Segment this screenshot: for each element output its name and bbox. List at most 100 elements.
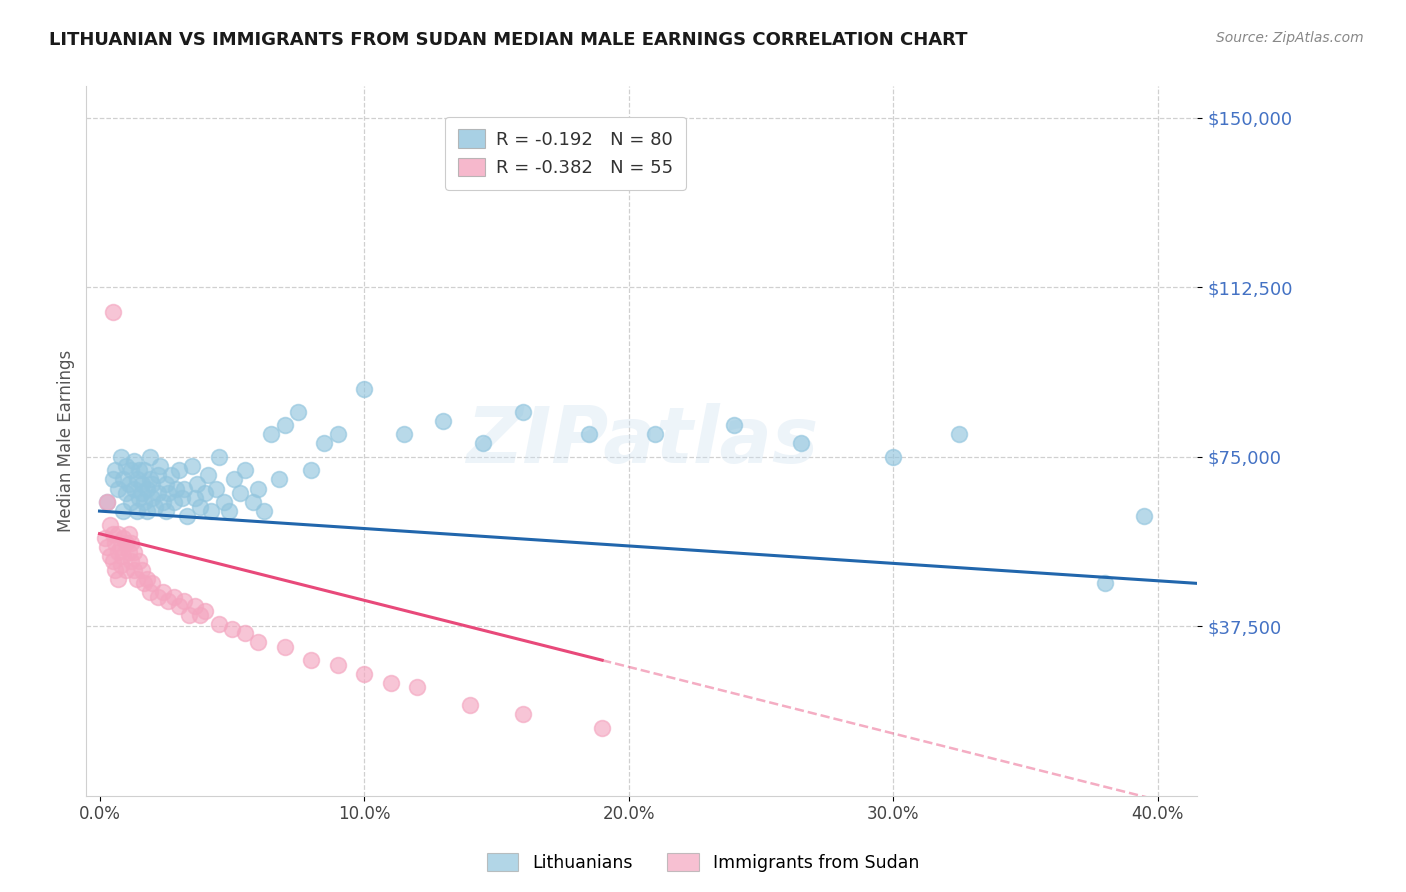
Point [392, 427, 415, 442]
Point [110, 541, 132, 555]
Point [139, 585, 162, 599]
Point [179, 607, 201, 622]
Point [229, 486, 252, 500]
Point [136, 482, 159, 496]
Point [101, 473, 124, 487]
Point [184, 599, 207, 613]
Point [472, 436, 495, 450]
Point [176, 508, 198, 523]
Point [380, 675, 402, 690]
Point [197, 467, 219, 482]
Point [141, 491, 163, 505]
Point [162, 590, 184, 604]
Point [512, 707, 534, 722]
Point [269, 473, 291, 487]
Point [101, 554, 124, 568]
Text: LITHUANIAN VS IMMIGRANTS FROM SUDAN MEDIAN MALE EARNINGS CORRELATION CHART: LITHUANIAN VS IMMIGRANTS FROM SUDAN MEDI… [49, 31, 967, 49]
Point [314, 436, 336, 450]
Point [107, 572, 129, 586]
Point [146, 486, 169, 500]
Point [512, 405, 534, 419]
Point [125, 572, 148, 586]
Point [458, 698, 481, 713]
Point [1094, 576, 1116, 591]
Point [98, 517, 121, 532]
Point [273, 418, 295, 433]
Point [120, 463, 142, 477]
Point [107, 545, 129, 559]
Point [173, 594, 195, 608]
Point [117, 477, 139, 491]
Point [165, 482, 187, 496]
Point [112, 473, 135, 487]
Point [273, 640, 295, 654]
Point [170, 491, 193, 505]
Point [117, 526, 139, 541]
Point [98, 549, 121, 564]
Point [141, 477, 163, 491]
Point [242, 495, 264, 509]
Point [406, 681, 429, 695]
Point [157, 486, 180, 500]
Text: Source: ZipAtlas.com: Source: ZipAtlas.com [1216, 31, 1364, 45]
Point [188, 500, 211, 514]
Point [128, 463, 150, 477]
Point [122, 454, 145, 468]
Point [115, 458, 138, 473]
Point [96, 495, 118, 509]
Point [115, 535, 138, 549]
Point [160, 467, 183, 482]
Point [139, 473, 162, 487]
Point [131, 486, 153, 500]
Point [146, 467, 169, 482]
Point [723, 418, 745, 433]
Point [353, 382, 375, 396]
Point [122, 563, 145, 577]
Point [115, 563, 138, 577]
Point [287, 405, 309, 419]
Y-axis label: Median Male Earnings: Median Male Earnings [58, 350, 75, 533]
Point [644, 427, 666, 442]
Text: ZIPatlas: ZIPatlas [465, 403, 818, 479]
Point [157, 594, 180, 608]
Point [205, 482, 228, 496]
Point [181, 458, 204, 473]
Point [207, 450, 229, 464]
Point [96, 541, 118, 555]
Point [578, 427, 600, 442]
Point [134, 463, 156, 477]
Point [789, 436, 811, 450]
Point [184, 491, 207, 505]
Point [107, 526, 129, 541]
Point [247, 635, 270, 649]
Point [120, 554, 142, 568]
Point [104, 535, 127, 549]
Point [143, 500, 166, 514]
Point [948, 427, 970, 442]
Point [173, 482, 195, 496]
Point [131, 477, 153, 491]
Point [112, 504, 135, 518]
Point [104, 463, 127, 477]
Point [112, 531, 135, 545]
Point [125, 504, 148, 518]
Legend: R = -0.192   N = 80, R = -0.382   N = 55: R = -0.192 N = 80, R = -0.382 N = 55 [446, 117, 686, 190]
Point [326, 427, 349, 442]
Point [122, 545, 145, 559]
Point [125, 473, 148, 487]
Point [432, 414, 454, 428]
Point [115, 486, 138, 500]
Point [96, 495, 118, 509]
Point [134, 495, 156, 509]
Point [221, 622, 243, 636]
Point [155, 477, 177, 491]
Point [136, 504, 159, 518]
Point [104, 563, 127, 577]
Point [299, 653, 322, 667]
Point [167, 599, 190, 613]
Point [134, 576, 156, 591]
Point [136, 572, 159, 586]
Point [1133, 508, 1156, 523]
Point [146, 590, 169, 604]
Point [112, 549, 135, 564]
